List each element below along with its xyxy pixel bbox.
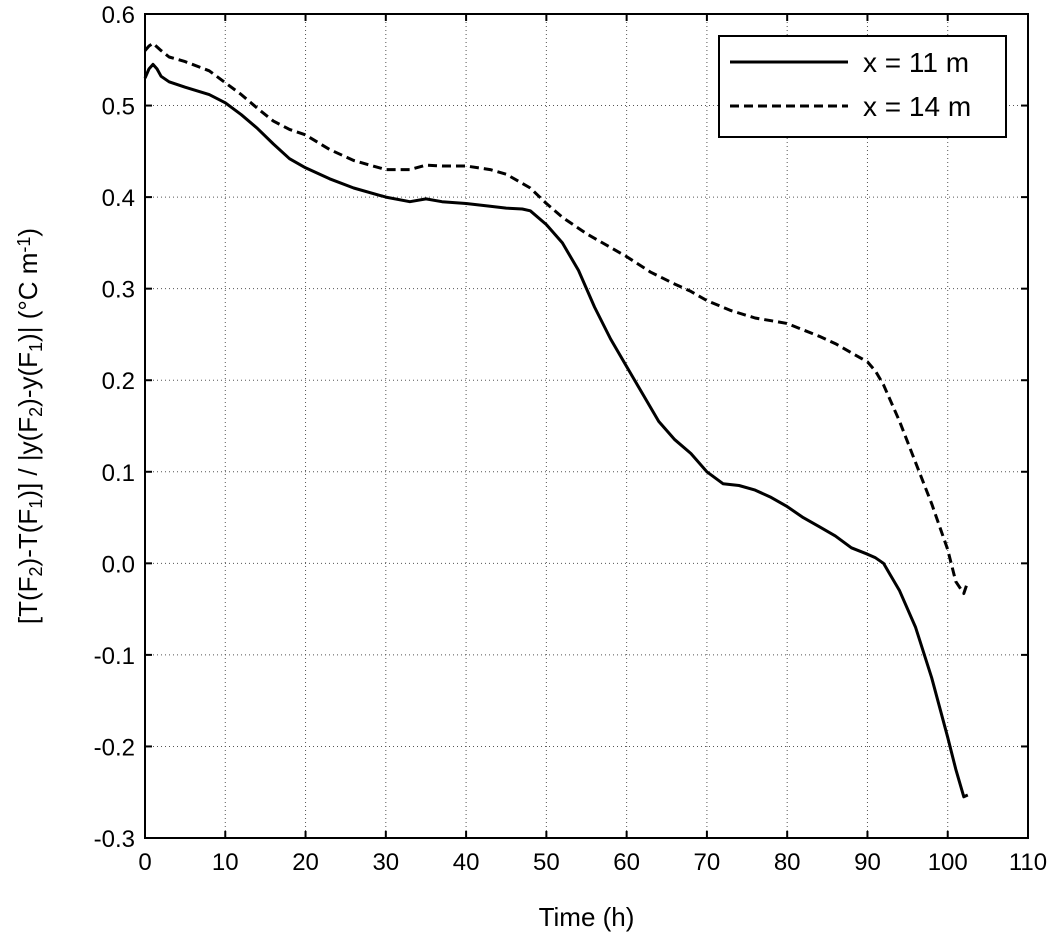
grid <box>145 14 1028 838</box>
x-tick-label: 20 <box>292 849 319 876</box>
y-tick-label: 0.3 <box>102 277 135 304</box>
y-tick-label: 0.1 <box>102 460 135 487</box>
x-tick-label: 30 <box>372 849 399 876</box>
series-line-1 <box>143 62 969 799</box>
x-tick-label: 110 <box>1009 849 1047 876</box>
x-tick-label: 100 <box>928 849 968 876</box>
y-tick-label: 0.6 <box>102 2 135 29</box>
tick-labels: 0 10 20 30 40 50 60 70 80 90 100 110 -0.3 -0.2 -0.1 0.0… <box>94 2 1047 876</box>
x-tick-label: 50 <box>533 849 560 876</box>
legend: x = 11 m x = 14 m <box>718 35 1007 138</box>
y-tick-label: 0.5 <box>102 94 135 121</box>
x-tick-label: 90 <box>854 849 881 876</box>
x-tick-label: 40 <box>453 849 480 876</box>
x-axis-label: Time (h) <box>539 902 635 932</box>
y-tick-label: -0.1 <box>94 643 135 670</box>
plot-frame <box>144 13 1029 839</box>
y-axis-label: [T(F2)-T(F1)] / |y(F2)-y(F1)| (°C m-1) <box>13 228 46 624</box>
y-axis-label-part: [T(F <box>13 576 43 624</box>
legend-label: x = 11 m <box>863 47 969 78</box>
x-tick-label: 10 <box>212 849 239 876</box>
y-axis-label-subscript: 1 <box>26 499 46 509</box>
y-axis-label-part: )-T(F <box>13 509 43 567</box>
y-axis-label-subscript: 1 <box>26 342 46 352</box>
x-tick-label: 60 <box>613 849 640 876</box>
y-tick-label: 0.2 <box>102 368 135 395</box>
y-axis-label-subscript: 2 <box>26 407 46 417</box>
x-tick-label: 0 <box>138 849 151 876</box>
x-tick-label: 70 <box>694 849 721 876</box>
series-line-2 <box>143 41 970 595</box>
y-tick-label: 0.0 <box>102 551 135 578</box>
y-tick-label: 0.4 <box>102 185 135 212</box>
y-axis-label-part: ) <box>13 228 43 237</box>
y-tick-label: -0.3 <box>94 826 135 853</box>
y-axis-label-part: )] / |y(F <box>13 417 43 499</box>
series-layer <box>143 41 970 799</box>
x-tick-label: 80 <box>774 849 801 876</box>
ticks <box>144 13 1029 839</box>
y-axis-label-part: )-y(F <box>13 352 43 407</box>
legend-label: x = 14 m <box>863 91 971 122</box>
y-axis-label-subscript: 2 <box>26 566 46 576</box>
y-axis-label-superscript: -1 <box>14 237 34 253</box>
y-tick-label: -0.2 <box>94 734 135 761</box>
legend-box <box>718 35 1007 138</box>
y-axis-label-part: )| (°C m <box>13 253 43 342</box>
